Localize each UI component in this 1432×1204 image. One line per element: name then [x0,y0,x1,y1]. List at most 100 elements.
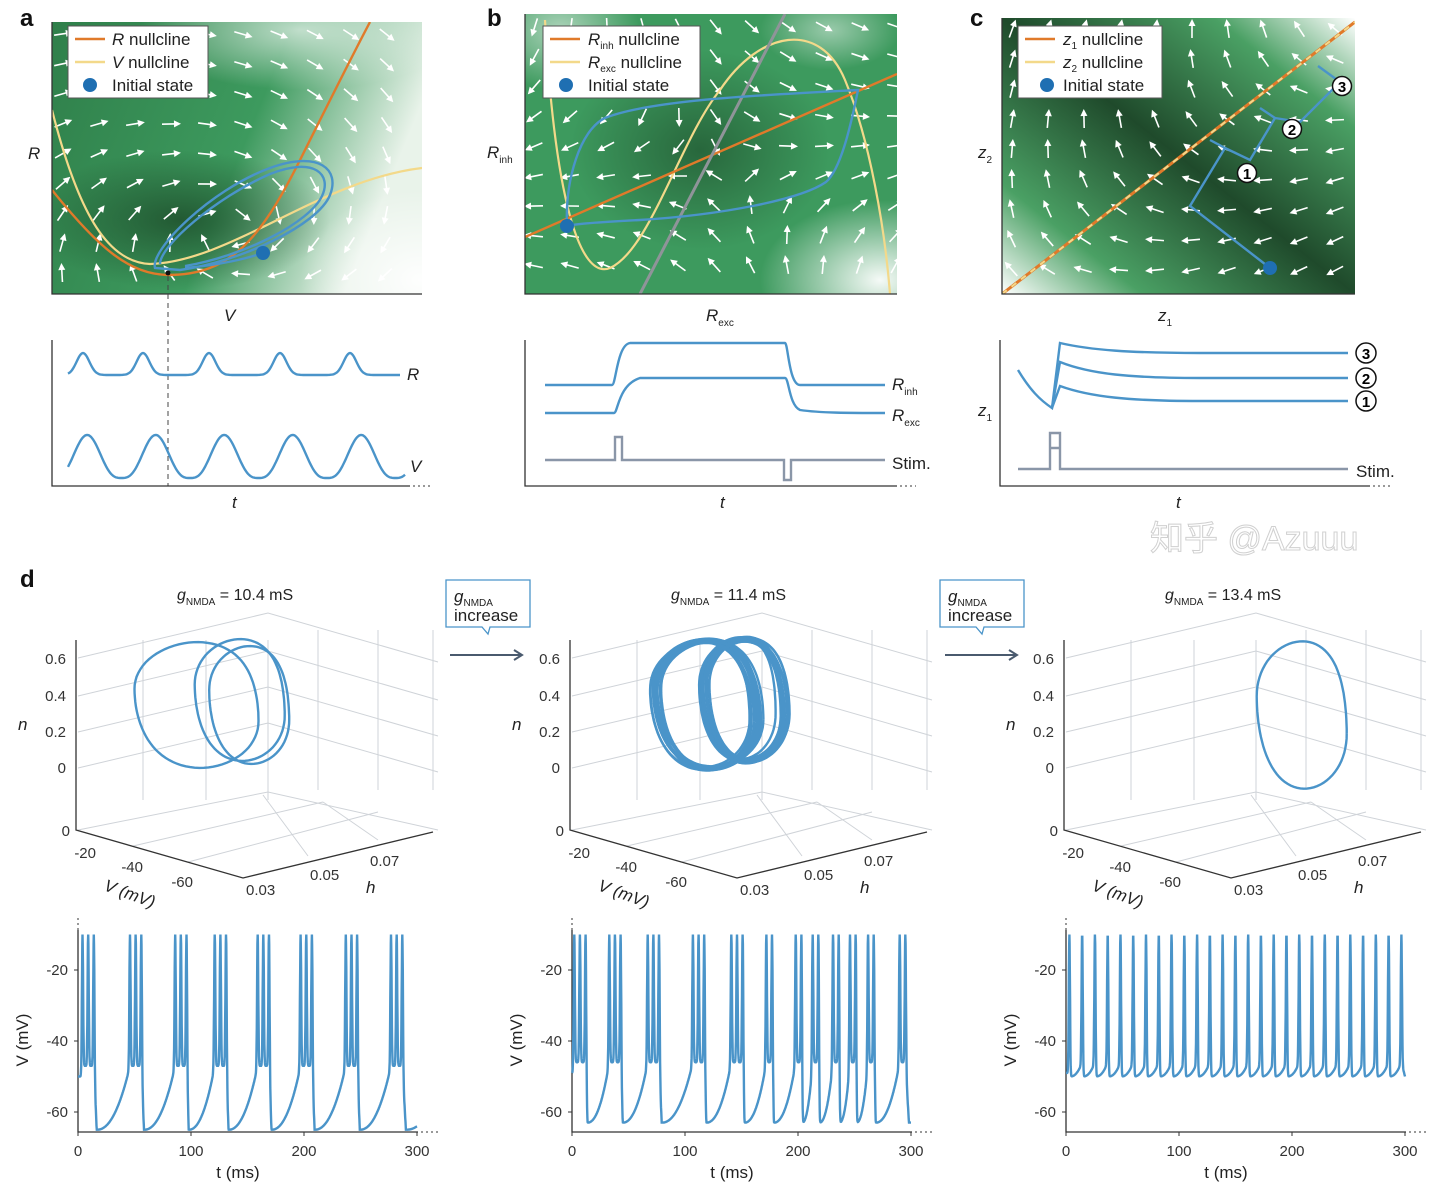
field-arrowhead [1109,266,1117,274]
field-arrowhead [1115,139,1122,148]
field-arrowhead [1253,115,1262,122]
field-arrowhead [1253,176,1261,184]
field-arrowhead [1181,267,1189,275]
limit-cycle [700,635,777,761]
time-axes [999,340,1370,487]
field-arrowhead [347,186,355,195]
field-arrowhead [789,84,797,91]
field-arrowhead [1181,175,1190,183]
field-arrowhead [314,123,323,131]
field-arrowhead [312,185,320,194]
field-arrowhead [790,142,798,150]
field-arrowhead [244,91,253,99]
field-arrowhead [341,273,349,281]
field-arrowhead [633,260,642,268]
field-arrowhead [632,201,640,209]
h-tick: 0.03 [1234,882,1263,899]
field-arrowhead [633,145,642,153]
field-arrowhead [314,154,322,163]
x-tick: 300 [404,1143,429,1160]
field-arrowhead [753,143,762,151]
z1-trace-2 [1050,360,1348,409]
v-axis-label: V (mV) [1090,876,1146,912]
field-arrowhead [1217,206,1225,214]
field-arrowhead [386,33,395,41]
field-arrowhead [1253,268,1262,275]
n-tick: 0.6 [539,651,560,668]
field-arrowhead [201,234,208,242]
panel-d: d gNMDA = 10.4 mS0.60.40.20n0-20-40-60V … [13,566,1427,1182]
field-arrowhead [782,255,790,263]
field-arrowhead [746,225,753,234]
field-arrowhead [100,119,109,127]
field-arrow [890,260,897,274]
field-arrowhead [99,177,107,185]
legend: R nullcline V nullcline Initial state [67,25,209,99]
v-tick: -20 [1062,845,1084,862]
rinh-trace [545,341,885,387]
field-arrowhead [714,57,722,65]
field-arrow [887,22,897,28]
h-tick: 0.05 [1298,867,1327,884]
panel-label: b [487,5,502,32]
field-arrowhead [1219,113,1227,121]
y-tick: -20 [540,962,562,979]
field-arrowhead [821,225,828,234]
h-tick: 0.07 [864,853,893,870]
y-tick: -40 [1034,1033,1056,1050]
3d-axes [569,640,928,879]
x-tick: 100 [178,1143,203,1160]
v-tick: 0 [62,823,70,840]
field-arrowhead [344,245,351,254]
field-arrowhead [1188,19,1196,27]
field-arrowhead [1044,139,1052,147]
limit-cycle [133,640,260,770]
z2-nullcline [1002,21,1355,294]
legend-swatch [83,78,97,92]
field-arrowhead [1115,109,1123,117]
y-axis-label: V (mV) [13,1014,32,1067]
trace-label-rinh: Rinh [892,375,918,398]
field-arrowhead [1007,230,1014,238]
field-arrowhead [279,122,288,130]
n-tick: 0.6 [1033,651,1054,668]
x-axis-label: Rexc [706,306,734,329]
field-arrowhead [1043,169,1051,177]
v-tick: -40 [1109,859,1131,876]
field-arrowhead [632,231,641,238]
field-arrowhead [526,115,534,123]
x-axis-label: t (ms) [1204,1163,1247,1182]
field-arrowhead [751,168,760,176]
y-tick: -60 [540,1104,562,1121]
field-arrowhead [62,176,71,185]
field-arrowhead [380,245,387,254]
field-arrowhead [1040,231,1049,240]
field-arrowhead [823,197,831,206]
v-axis-label: V (mV) [102,876,158,912]
field-arrowhead [244,152,253,159]
field-arrowhead [385,125,393,134]
field-arrowhead [896,200,897,202]
field-arrowhead [638,118,645,126]
field-arrowhead [1151,109,1158,118]
x-axis-label: V [224,306,237,325]
h-tick: 0.05 [310,867,339,884]
field-arrowhead [209,121,217,129]
limit-cycle [705,640,784,765]
field-arrowhead [1327,22,1336,31]
z1-trace-3 [1016,341,1348,411]
legend-item: Initial state [1063,76,1144,95]
svg-text:2: 2 [1288,122,1296,139]
field-arrowhead [529,57,537,66]
field-arrowhead [304,272,313,280]
r-trace [67,351,400,377]
axes [524,14,897,295]
field-arrowhead [898,83,905,90]
field-arrowhead [525,144,533,151]
field-shading [570,50,830,250]
legend-item: V nullcline [112,53,190,72]
field-arrowhead [280,62,289,69]
field-arrowhead [707,227,715,236]
